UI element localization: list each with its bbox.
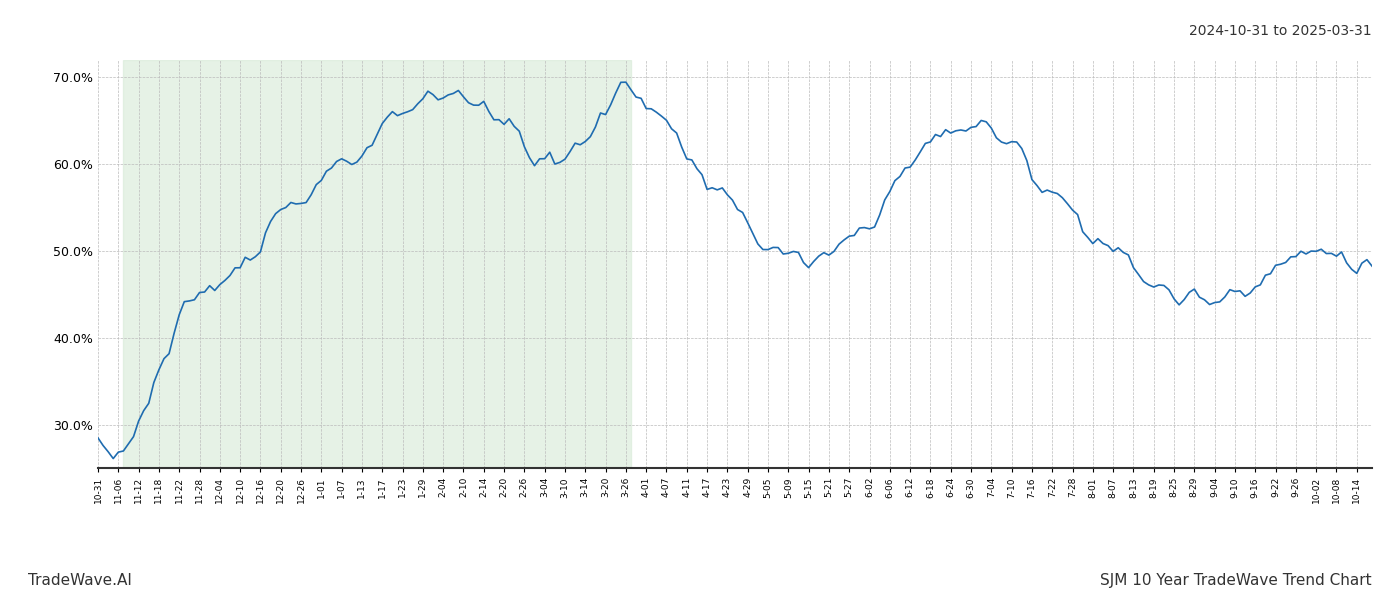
Text: TradeWave.AI: TradeWave.AI <box>28 573 132 588</box>
Text: SJM 10 Year TradeWave Trend Chart: SJM 10 Year TradeWave Trend Chart <box>1100 573 1372 588</box>
Bar <box>123 60 631 468</box>
Text: 2024-10-31 to 2025-03-31: 2024-10-31 to 2025-03-31 <box>1190 24 1372 38</box>
